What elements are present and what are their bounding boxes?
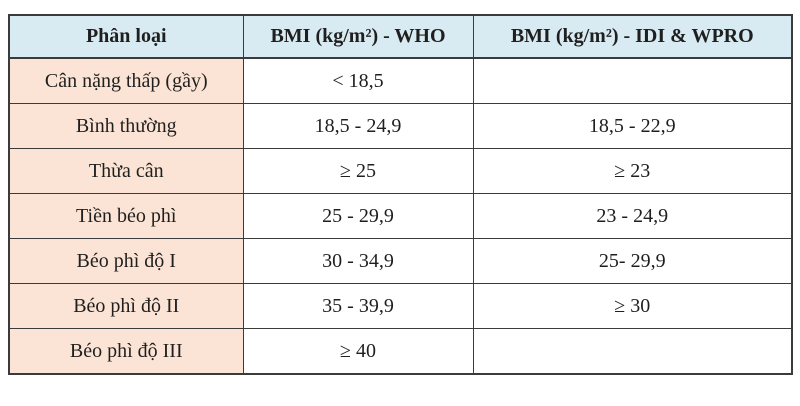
- table-row: Béo phì độ I 30 - 34,9 25- 29,9: [8, 238, 793, 284]
- row-label-obese-3: Béo phì độ III: [8, 328, 244, 375]
- table-row: Béo phì độ II 35 - 39,9 ≥ 30: [8, 283, 793, 329]
- idi-wpro-value: ≥ 30: [472, 283, 793, 329]
- row-label-obese-1: Béo phì độ I: [8, 238, 244, 284]
- header-phan-loai: Phân loại: [8, 14, 244, 59]
- row-label-overweight: Thừa cân: [8, 148, 244, 194]
- header-bmi-who: BMI (kg/m²) - WHO: [242, 14, 474, 59]
- who-value: ≥ 40: [242, 328, 474, 375]
- who-value: 18,5 - 24,9: [242, 103, 474, 149]
- idi-wpro-value: 25- 29,9: [472, 238, 793, 284]
- who-value: ≥ 25: [242, 148, 474, 194]
- idi-wpro-value: [472, 328, 793, 375]
- bmi-classification-table: Phân loại BMI (kg/m²) - WHO BMI (kg/m²) …: [8, 14, 793, 375]
- row-label-normal: Bình thường: [8, 103, 244, 149]
- table-row: Thừa cân ≥ 25 ≥ 23: [8, 148, 793, 194]
- idi-wpro-value: 23 - 24,9: [472, 193, 793, 239]
- table-header-row: Phân loại BMI (kg/m²) - WHO BMI (kg/m²) …: [8, 14, 793, 59]
- who-value: 30 - 34,9: [242, 238, 474, 284]
- row-label-pre-obese: Tiền béo phì: [8, 193, 244, 239]
- table-row: Cân nặng thấp (gầy) < 18,5: [8, 57, 793, 104]
- row-label-underweight: Cân nặng thấp (gầy): [8, 57, 244, 104]
- idi-wpro-value: [472, 57, 793, 104]
- who-value: 25 - 29,9: [242, 193, 474, 239]
- idi-wpro-value: 18,5 - 22,9: [472, 103, 793, 149]
- header-bmi-idi-wpro: BMI (kg/m²) - IDI & WPRO: [472, 14, 793, 59]
- idi-wpro-value: ≥ 23: [472, 148, 793, 194]
- table-row: Tiền béo phì 25 - 29,9 23 - 24,9: [8, 193, 793, 239]
- row-label-obese-2: Béo phì độ II: [8, 283, 244, 329]
- who-value: 35 - 39,9: [242, 283, 474, 329]
- who-value: < 18,5: [242, 57, 474, 104]
- table-row: Bình thường 18,5 - 24,9 18,5 - 22,9: [8, 103, 793, 149]
- table-row: Béo phì độ III ≥ 40: [8, 328, 793, 375]
